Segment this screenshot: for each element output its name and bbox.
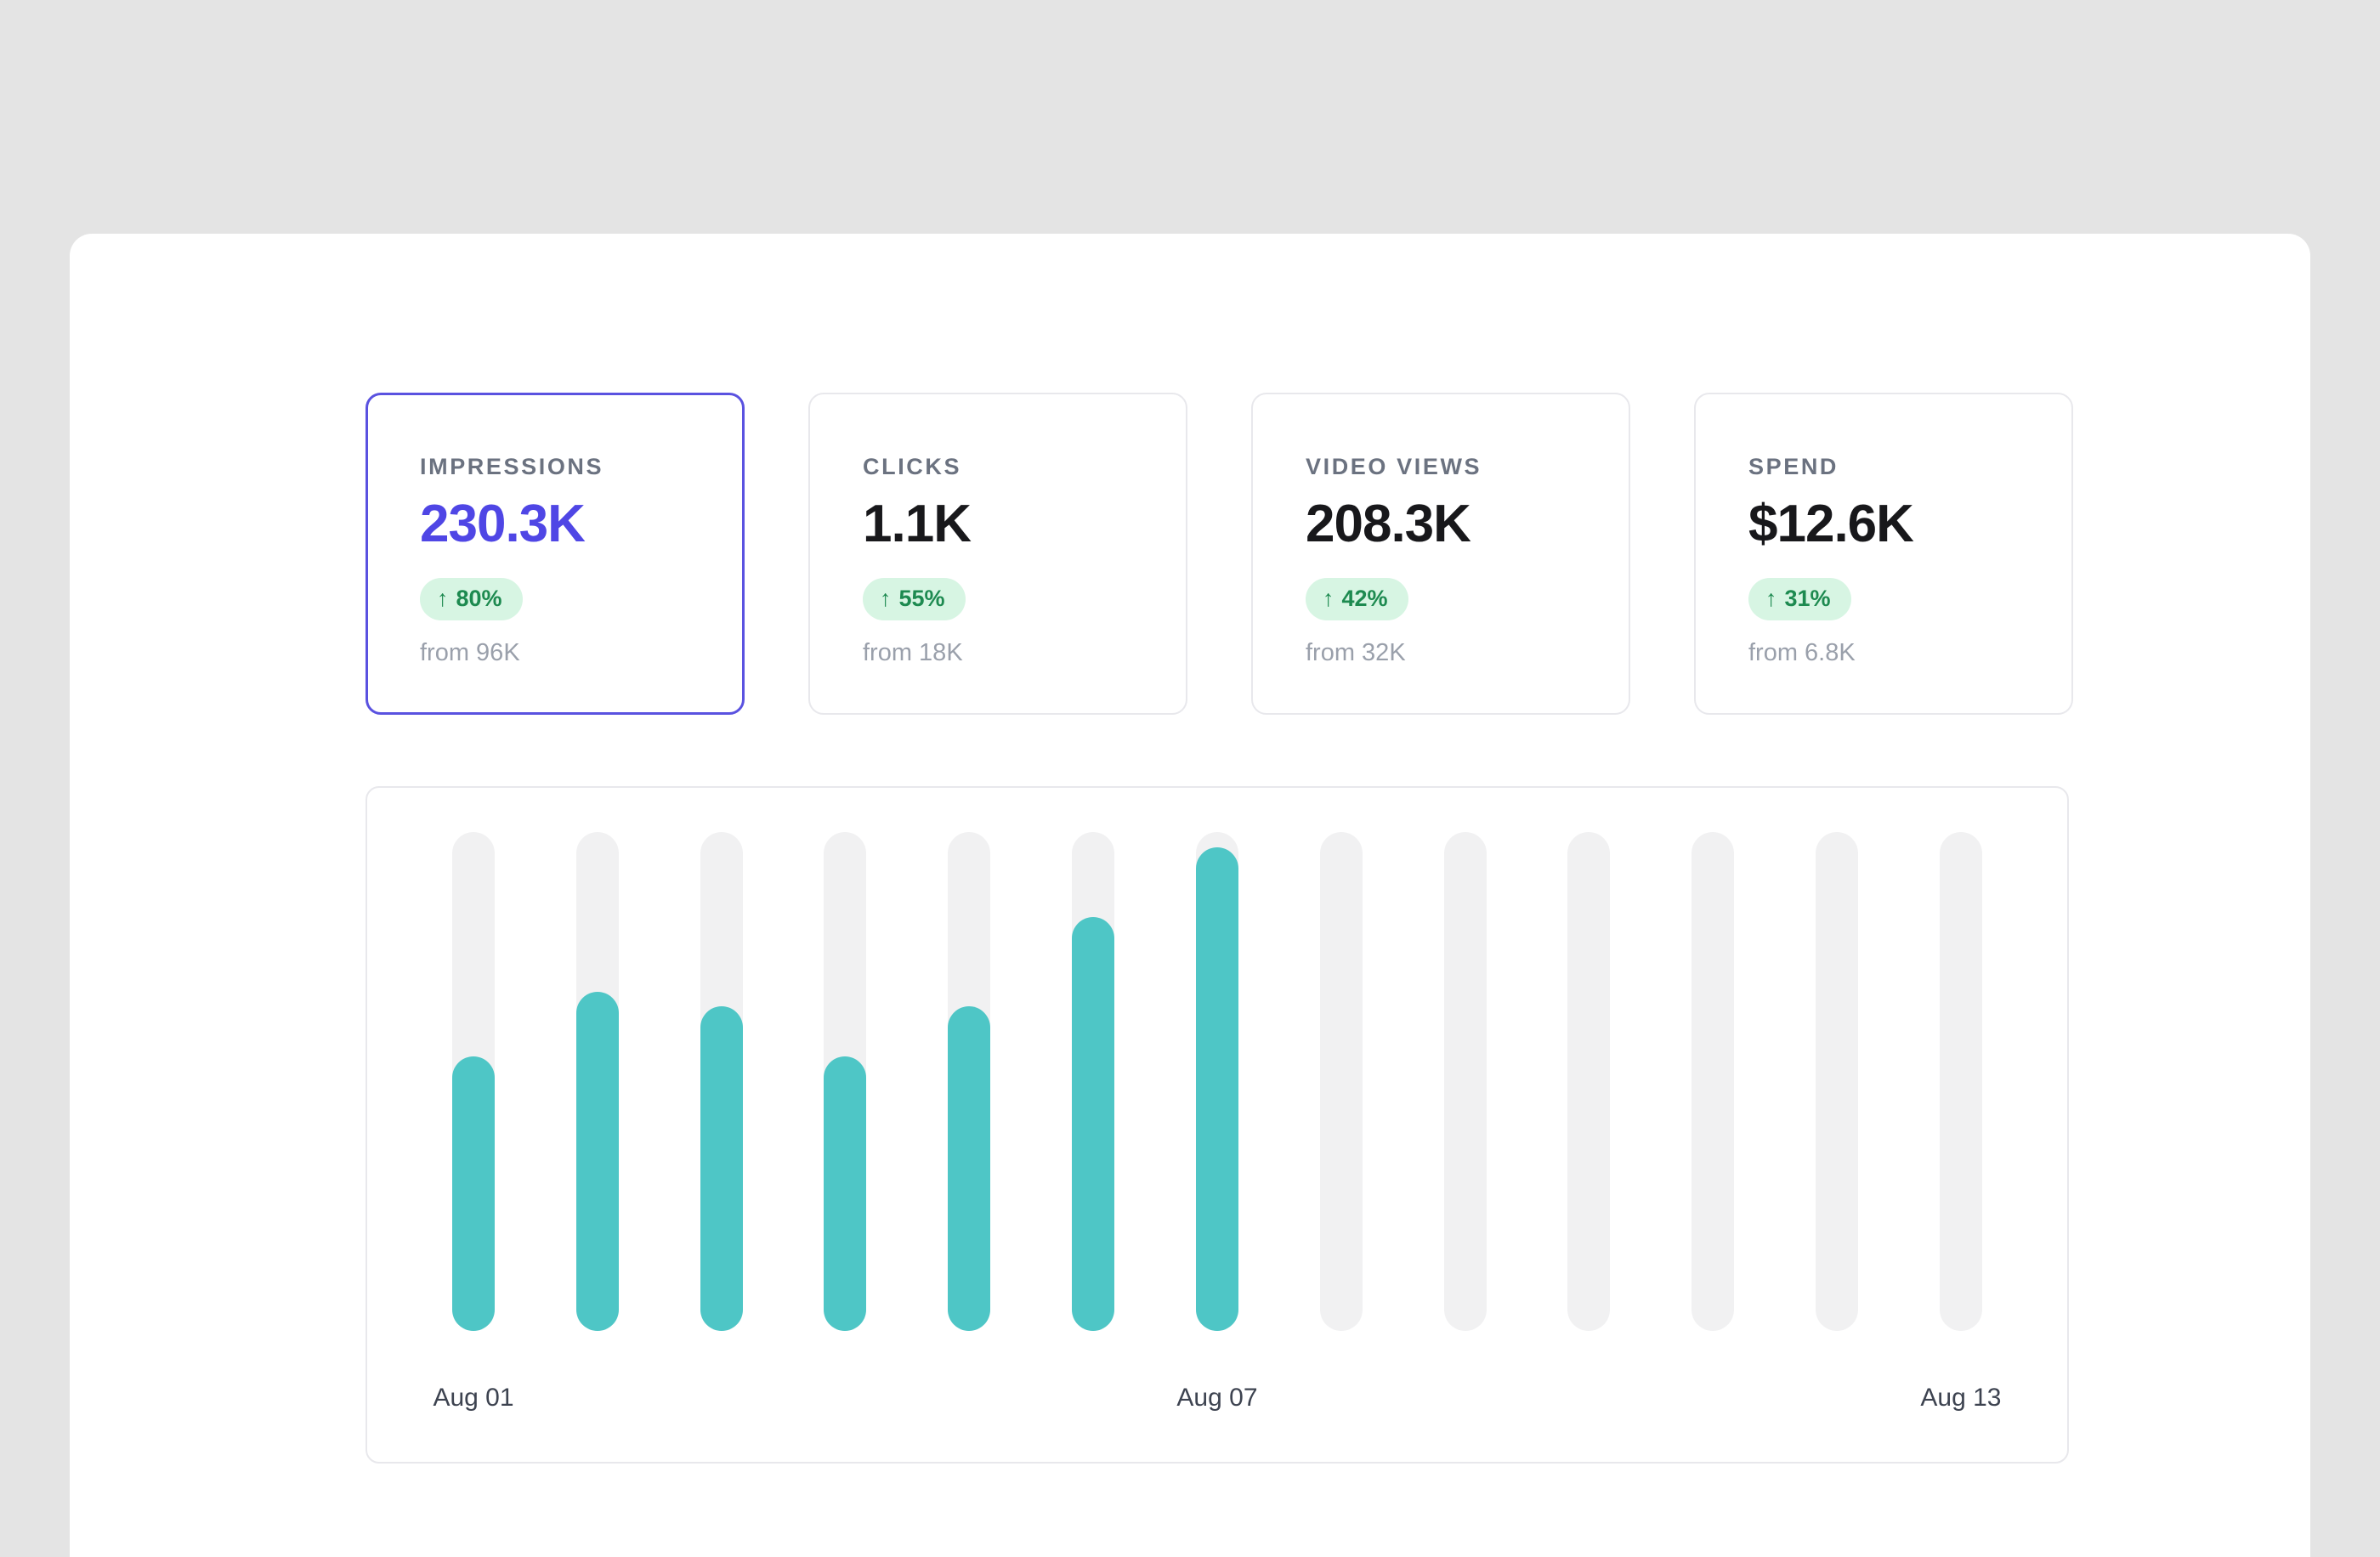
bars-row [452,832,1982,1331]
axis-tick-cell [576,1384,619,1414]
bar-track [1692,832,1735,1331]
bar-fill[interactable] [1072,916,1115,1331]
axis-tick-cell [1816,1384,1858,1414]
dashboard-content: IMPRESSIONS 230.3K ↑ 80% from 96K CLICKS… [70,234,2310,1464]
bar-fill[interactable] [948,1006,991,1331]
axis-tick-cell [1444,1384,1487,1414]
stat-label: VIDEO VIEWS [1306,454,1482,479]
axis-tick-cell [1072,1384,1114,1414]
axis-tick-label: Aug 01 [433,1384,514,1412]
axis-labels-row: Aug 01 Aug 07 Aug 13 [433,1384,2001,1414]
bar-track [1567,832,1611,1331]
bar-column[interactable] [824,832,867,1331]
axis-tick-cell: Aug 07 [1176,1384,1257,1414]
bar-column[interactable] [700,832,743,1331]
change-percent: 55% [898,586,945,611]
stat-from-text: from 96K [420,639,520,666]
bar-fill[interactable] [1195,846,1238,1331]
up-arrow-icon: ↑ [437,586,449,611]
change-badge: ↑ 31% [1748,578,1851,620]
bar-fill[interactable] [575,991,619,1331]
stat-label: CLICKS [863,454,962,479]
bar-fill[interactable] [700,1006,743,1331]
bar-fill[interactable] [452,1056,495,1331]
bar-column[interactable] [1195,832,1238,1331]
bar-fill[interactable] [824,1056,867,1331]
bar-track [1939,832,1982,1331]
bar-track [1319,832,1363,1331]
change-percent: 31% [1784,586,1831,611]
bar-column[interactable] [1072,832,1115,1331]
stat-label: IMPRESSIONS [420,454,604,479]
bar-column[interactable] [1692,832,1735,1331]
bar-column[interactable] [948,832,991,1331]
bar-column[interactable] [452,832,495,1331]
daily-bar-chart: Aug 01 Aug 07 Aug 13 [366,786,2069,1464]
bar-column[interactable] [575,832,619,1331]
stats-row: IMPRESSIONS 230.3K ↑ 80% from 96K CLICKS… [366,393,2310,715]
bar-column[interactable] [1567,832,1611,1331]
stat-value: 208.3K [1306,495,1471,553]
up-arrow-icon: ↑ [880,586,892,611]
axis-tick-label: Aug 13 [1920,1384,2002,1412]
stat-card-video-views[interactable]: VIDEO VIEWS 208.3K ↑ 42% from 32K [1251,393,1630,715]
bar-column[interactable] [1319,832,1363,1331]
axis-tick-cell [1320,1384,1363,1414]
up-arrow-icon: ↑ [1323,586,1334,611]
stat-card-clicks[interactable]: CLICKS 1.1K ↑ 55% from 18K [808,393,1187,715]
axis-tick-label: Aug 07 [1176,1384,1258,1412]
dashboard-panel: IMPRESSIONS 230.3K ↑ 80% from 96K CLICKS… [70,234,2310,1557]
stat-from-text: from 18K [863,639,963,666]
stat-card-impressions[interactable]: IMPRESSIONS 230.3K ↑ 80% from 96K [366,393,745,715]
stat-value: $12.6K [1748,495,1914,553]
bar-column[interactable] [1443,832,1487,1331]
axis-tick-cell [700,1384,743,1414]
stat-from-text: from 32K [1306,639,1406,666]
axis-tick-cell: Aug 13 [1920,1384,2001,1414]
up-arrow-icon: ↑ [1765,586,1777,611]
stat-card-spend[interactable]: SPEND $12.6K ↑ 31% from 6.8K [1694,393,2073,715]
bar-track [1816,832,1859,1331]
change-badge: ↑ 42% [1306,578,1408,620]
bar-column[interactable] [1816,832,1859,1331]
stat-value: 1.1K [863,495,972,553]
stat-from-text: from 6.8K [1748,639,1856,666]
axis-tick-cell [1567,1384,1610,1414]
bar-column[interactable] [1939,832,1982,1331]
stat-label: SPEND [1748,454,1839,479]
stat-value: 230.3K [420,495,586,553]
axis-tick-cell [824,1384,866,1414]
change-badge: ↑ 80% [420,578,523,620]
change-badge: ↑ 55% [863,578,966,620]
change-percent: 42% [1341,586,1388,611]
bar-track [1443,832,1487,1331]
change-percent: 80% [456,586,502,611]
axis-tick-cell: Aug 01 [433,1384,513,1414]
axis-tick-cell [1692,1384,1734,1414]
axis-tick-cell [948,1384,990,1414]
